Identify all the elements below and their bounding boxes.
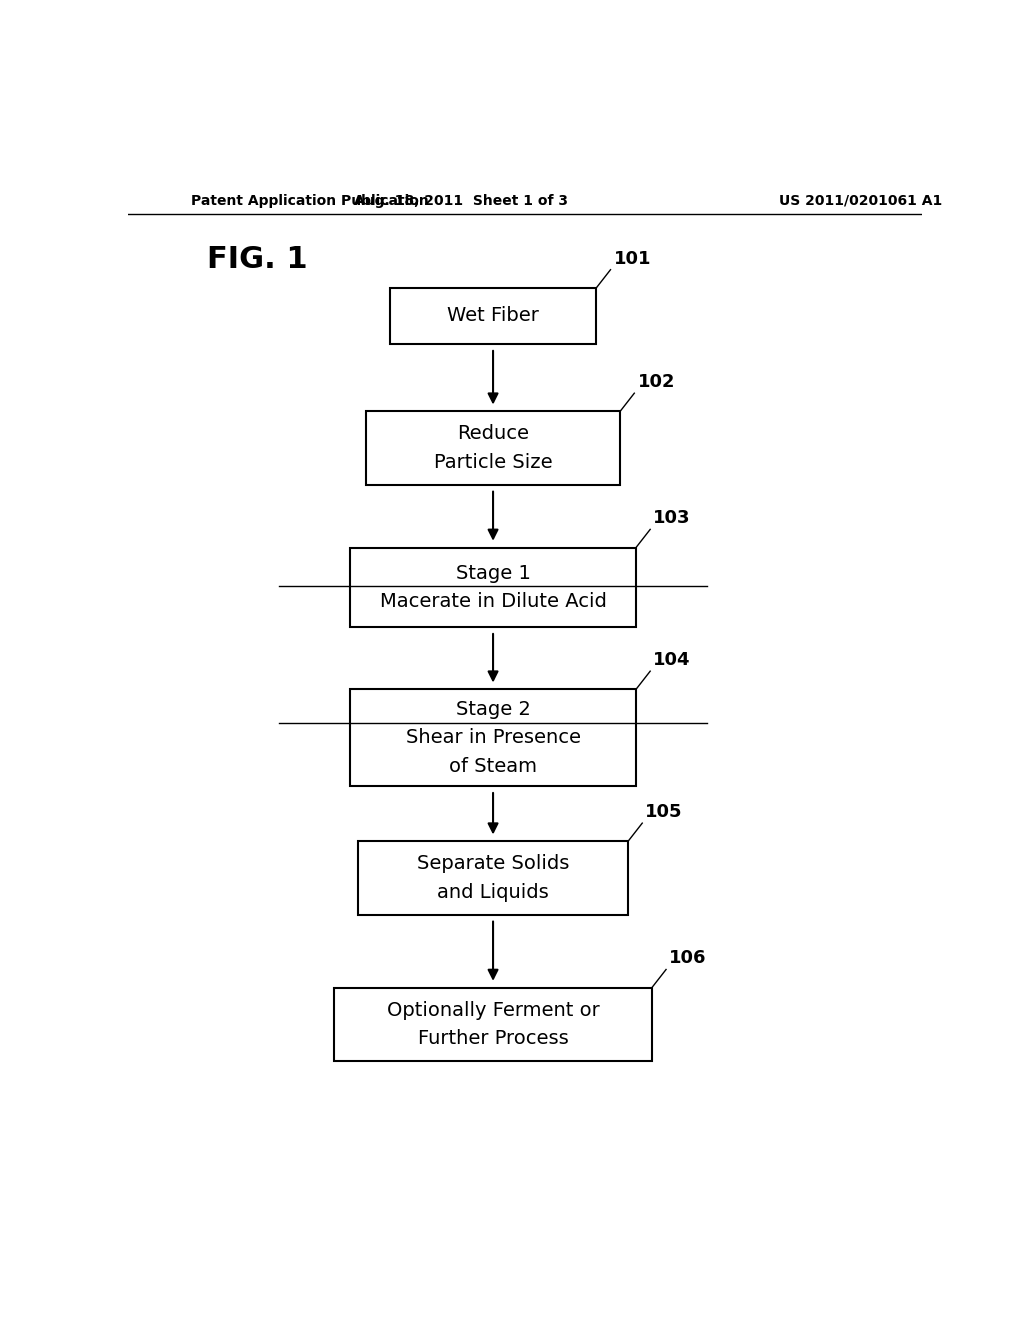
Text: 105: 105	[645, 803, 683, 821]
FancyBboxPatch shape	[350, 548, 636, 627]
Text: Shear in Presence: Shear in Presence	[406, 729, 581, 747]
Text: Macerate in Dilute Acid: Macerate in Dilute Acid	[380, 593, 606, 611]
Text: Optionally Ferment or: Optionally Ferment or	[387, 1001, 599, 1019]
Text: 102: 102	[638, 374, 675, 391]
Text: 103: 103	[653, 510, 691, 528]
Text: 101: 101	[613, 249, 651, 268]
Text: FIG. 1: FIG. 1	[207, 244, 308, 273]
Text: Wet Fiber: Wet Fiber	[447, 306, 539, 326]
Text: Separate Solids: Separate Solids	[417, 854, 569, 874]
Text: 106: 106	[670, 949, 707, 968]
Text: Reduce: Reduce	[457, 424, 529, 444]
Text: and Liquids: and Liquids	[437, 883, 549, 902]
Text: of Steam: of Steam	[450, 756, 537, 776]
FancyBboxPatch shape	[358, 841, 628, 915]
FancyBboxPatch shape	[334, 987, 652, 1061]
Text: Further Process: Further Process	[418, 1030, 568, 1048]
FancyBboxPatch shape	[367, 412, 621, 484]
Text: Particle Size: Particle Size	[434, 453, 552, 471]
Text: 104: 104	[653, 651, 691, 669]
Text: Aug. 18, 2011  Sheet 1 of 3: Aug. 18, 2011 Sheet 1 of 3	[354, 194, 568, 209]
Text: US 2011/0201061 A1: US 2011/0201061 A1	[778, 194, 942, 209]
FancyBboxPatch shape	[350, 689, 636, 785]
Text: Stage 1: Stage 1	[456, 564, 530, 582]
Text: Stage 2: Stage 2	[456, 700, 530, 719]
Text: Patent Application Publication: Patent Application Publication	[191, 194, 429, 209]
FancyBboxPatch shape	[390, 288, 596, 345]
